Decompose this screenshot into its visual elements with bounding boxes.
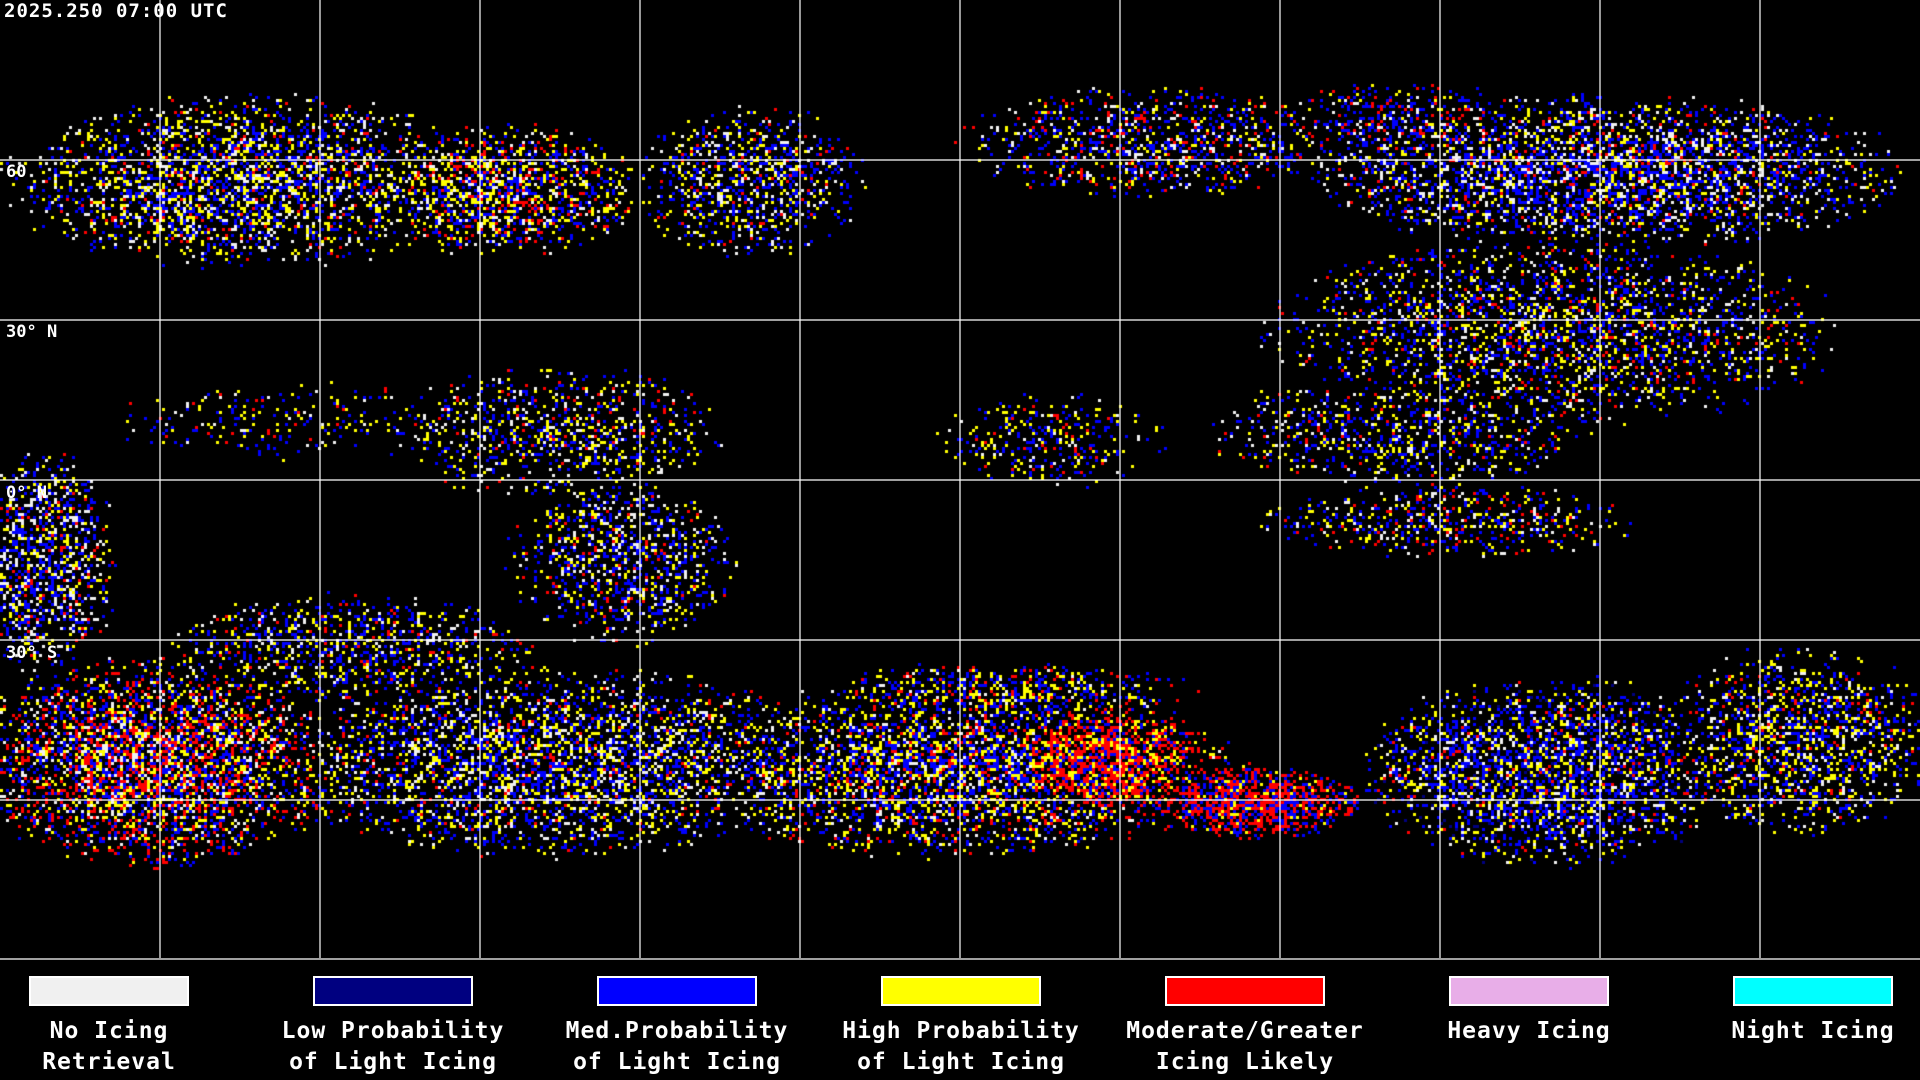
legend-label-line1: Low Probability	[281, 1018, 505, 1044]
lat-label-30n: 30° N	[6, 322, 58, 342]
legend-label-line2: Retrieval	[42, 1049, 176, 1075]
lat-label-0: 0° N	[6, 483, 47, 503]
legend-item-med-probability: Med.Probability of Light Icing	[535, 975, 819, 1078]
legend-item-low-probability: Low Probability of Light Icing	[251, 975, 535, 1078]
map-border	[0, 958, 1920, 960]
legend-swatch	[1448, 975, 1610, 1007]
legend-label-line2: of Light Icing	[289, 1049, 497, 1075]
legend-swatch	[1164, 975, 1326, 1007]
legend-label-line2: of Light Icing	[573, 1049, 781, 1075]
legend-item-no-icing: No Icing Retrieval	[0, 975, 251, 1078]
legend-item-night-icing: Night Icing	[1671, 975, 1920, 1047]
legend-item-moderate-greater: Moderate/Greater Icing Likely	[1103, 975, 1387, 1078]
legend-swatch	[880, 975, 1042, 1007]
lat-label-60n: 60	[6, 162, 27, 182]
timestamp: 2025.250 07:00 UTC	[4, 0, 228, 22]
legend-swatch	[312, 975, 474, 1007]
legend-swatch	[1732, 975, 1894, 1007]
icing-map: 2025.250 07:00 UTC 60 30° N 0° N 30° S	[0, 0, 1920, 960]
legend-item-heavy-icing: Heavy Icing	[1387, 975, 1671, 1047]
legend: No Icing Retrieval Low Probability of Li…	[0, 975, 1920, 1080]
legend-item-high-probability: High Probability of Light Icing	[819, 975, 1103, 1078]
legend-label-line1: Night Icing	[1731, 1018, 1895, 1044]
legend-swatch	[28, 975, 190, 1007]
legend-label-line1: No Icing	[49, 1018, 169, 1044]
legend-label-line1: Moderate/Greater	[1126, 1018, 1364, 1044]
legend-label-line2: Icing Likely	[1155, 1049, 1335, 1075]
legend-label-line1: Med.Probability	[565, 1018, 789, 1044]
lat-lon-grid	[0, 0, 1920, 960]
legend-label-line2: of Light Icing	[857, 1049, 1065, 1075]
lat-label-30s: 30° S	[6, 643, 58, 663]
legend-swatch	[596, 975, 758, 1007]
legend-label-line1: High Probability	[842, 1018, 1080, 1044]
legend-label-line1: Heavy Icing	[1447, 1018, 1611, 1044]
